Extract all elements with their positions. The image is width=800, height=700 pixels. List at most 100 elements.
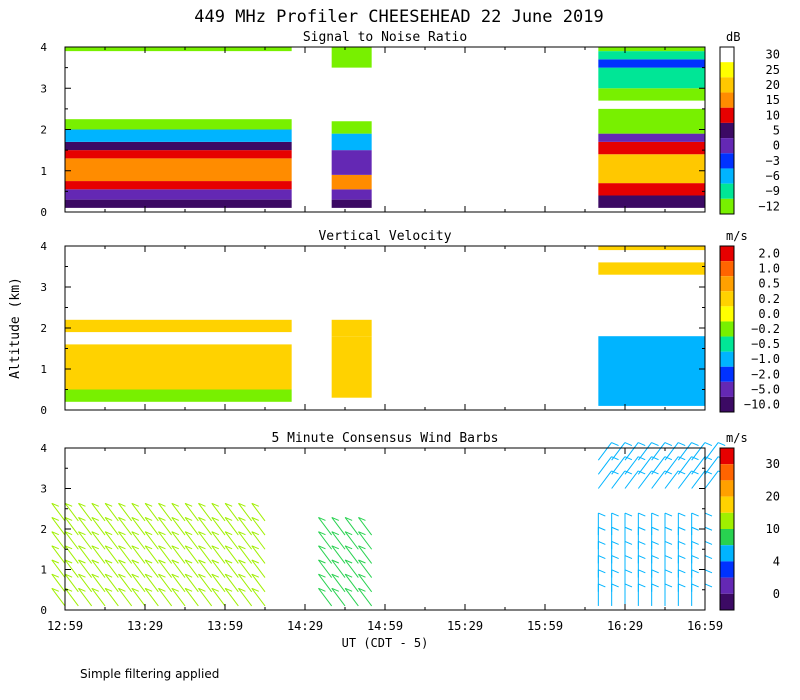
- y-tick-label: 1: [40, 363, 47, 376]
- colorbar-segment: [720, 464, 734, 481]
- wind-barb: [118, 588, 133, 607]
- wind-barb-flag: [664, 470, 673, 475]
- wind-barb-flag: [198, 531, 206, 536]
- colorbar-unit: m/s: [726, 229, 748, 243]
- wind-barb-flag: [704, 569, 713, 574]
- wind-barb-flag: [331, 545, 339, 550]
- wind-barb-flag: [691, 442, 699, 447]
- wind-barb: [344, 559, 359, 578]
- wind-barb: [318, 588, 333, 607]
- colorbar-segment: [720, 396, 734, 412]
- wind-barb: [224, 545, 239, 564]
- colorbar-label: −0.5: [751, 337, 780, 351]
- panel-title: Vertical Velocity: [318, 229, 451, 244]
- wind-barb-flag: [131, 502, 139, 507]
- wind-barb: [144, 517, 159, 536]
- wind-barb: [358, 545, 373, 564]
- wind-barb: [318, 559, 333, 578]
- wind-barb: [171, 573, 186, 593]
- wind-barb-flag: [64, 502, 73, 507]
- wind-barb-flag: [51, 545, 59, 550]
- wind-barb: [64, 517, 79, 536]
- wind-barb-flag: [171, 587, 179, 592]
- y-tick-label: 1: [40, 564, 47, 577]
- data-cell: [331, 133, 372, 151]
- wind-barb-flag: [638, 583, 646, 588]
- colorbar-label: 15: [766, 93, 780, 107]
- colorbar-segment: [720, 291, 734, 307]
- colorbar-label: −6: [766, 169, 780, 183]
- wind-barb-flag: [144, 559, 153, 564]
- wind-barb-flag: [664, 569, 673, 574]
- data-cell: [331, 199, 372, 208]
- wind-barb-flag: [78, 531, 86, 536]
- wind-barb-flag: [358, 531, 366, 536]
- wind-barb-flag: [638, 442, 646, 447]
- wind-barb: [158, 559, 173, 578]
- wind-barb-flag: [144, 573, 153, 578]
- colorbar-frame: [719, 245, 735, 413]
- data-cell: [65, 181, 292, 190]
- wind-barb: [344, 588, 359, 607]
- data-cell: [65, 344, 292, 390]
- colorbar-segment: [720, 561, 734, 578]
- wind-barb-flag: [238, 573, 246, 578]
- wind-barb-flag: [171, 559, 179, 564]
- wind-barb-flag: [131, 587, 139, 592]
- wind-barb: [171, 545, 186, 564]
- wind-barb: [251, 531, 266, 550]
- wind-barb: [91, 531, 106, 550]
- wind-barb: [637, 470, 652, 489]
- colorbar-label: −0.2: [751, 322, 780, 336]
- wind-barb: [104, 573, 119, 593]
- colorbar-label: −12: [758, 199, 780, 213]
- data-cell: [65, 389, 292, 402]
- data-cell: [598, 141, 705, 155]
- wind-barb: [131, 517, 146, 536]
- x-tick-label: 12:59: [47, 619, 83, 633]
- colorbar-label: 20: [766, 78, 780, 92]
- wind-barb: [238, 573, 253, 593]
- colorbar-label: 10: [766, 108, 780, 122]
- wind-barb-flag: [318, 517, 326, 521]
- wind-barb-flag: [91, 573, 99, 578]
- wind-barb-flag: [224, 587, 233, 592]
- wind-barb: [51, 559, 66, 578]
- colorbar-segment: [720, 198, 734, 214]
- wind-barb-flag: [158, 573, 166, 578]
- wind-barb-flag: [91, 517, 99, 521]
- wind-barb-flag: [624, 442, 633, 447]
- wind-barb: [211, 502, 226, 522]
- wind-barb: [184, 531, 199, 550]
- wind-barb-flag: [678, 456, 686, 461]
- wind-barb: [251, 517, 266, 536]
- wind-barb-flag: [118, 545, 126, 550]
- wind-barb-flag: [171, 531, 179, 536]
- wind-barb: [704, 442, 719, 461]
- wind-barb: [677, 442, 692, 461]
- wind-barb-flag: [691, 569, 699, 574]
- wind-barb: [238, 559, 253, 578]
- wind-barb-flag: [598, 555, 606, 560]
- wind-barb: [637, 442, 652, 461]
- wind-barb: [211, 559, 226, 578]
- wind-barb-flag: [171, 573, 179, 578]
- colorbar-label: 30: [766, 48, 780, 62]
- wind-barb-flag: [184, 545, 193, 550]
- wind-barb-flag: [678, 512, 686, 517]
- wind-barb: [344, 531, 359, 550]
- colorbar-segment: [720, 62, 734, 78]
- wind-barb-flag: [238, 545, 246, 550]
- wind-barb: [704, 456, 719, 475]
- wind-barb-flag: [651, 555, 659, 560]
- wind-barb-flag: [91, 531, 99, 536]
- wind-barb: [238, 545, 253, 564]
- colorbar-label: 30: [766, 457, 780, 471]
- wind-barb-flag: [624, 456, 633, 461]
- wind-barb: [118, 502, 133, 522]
- y-tick-label: 4: [40, 240, 47, 253]
- wind-barb: [664, 442, 679, 461]
- wind-barb-flag: [611, 470, 619, 475]
- wind-barb-flag: [624, 540, 633, 545]
- wind-barb-flag: [358, 559, 366, 564]
